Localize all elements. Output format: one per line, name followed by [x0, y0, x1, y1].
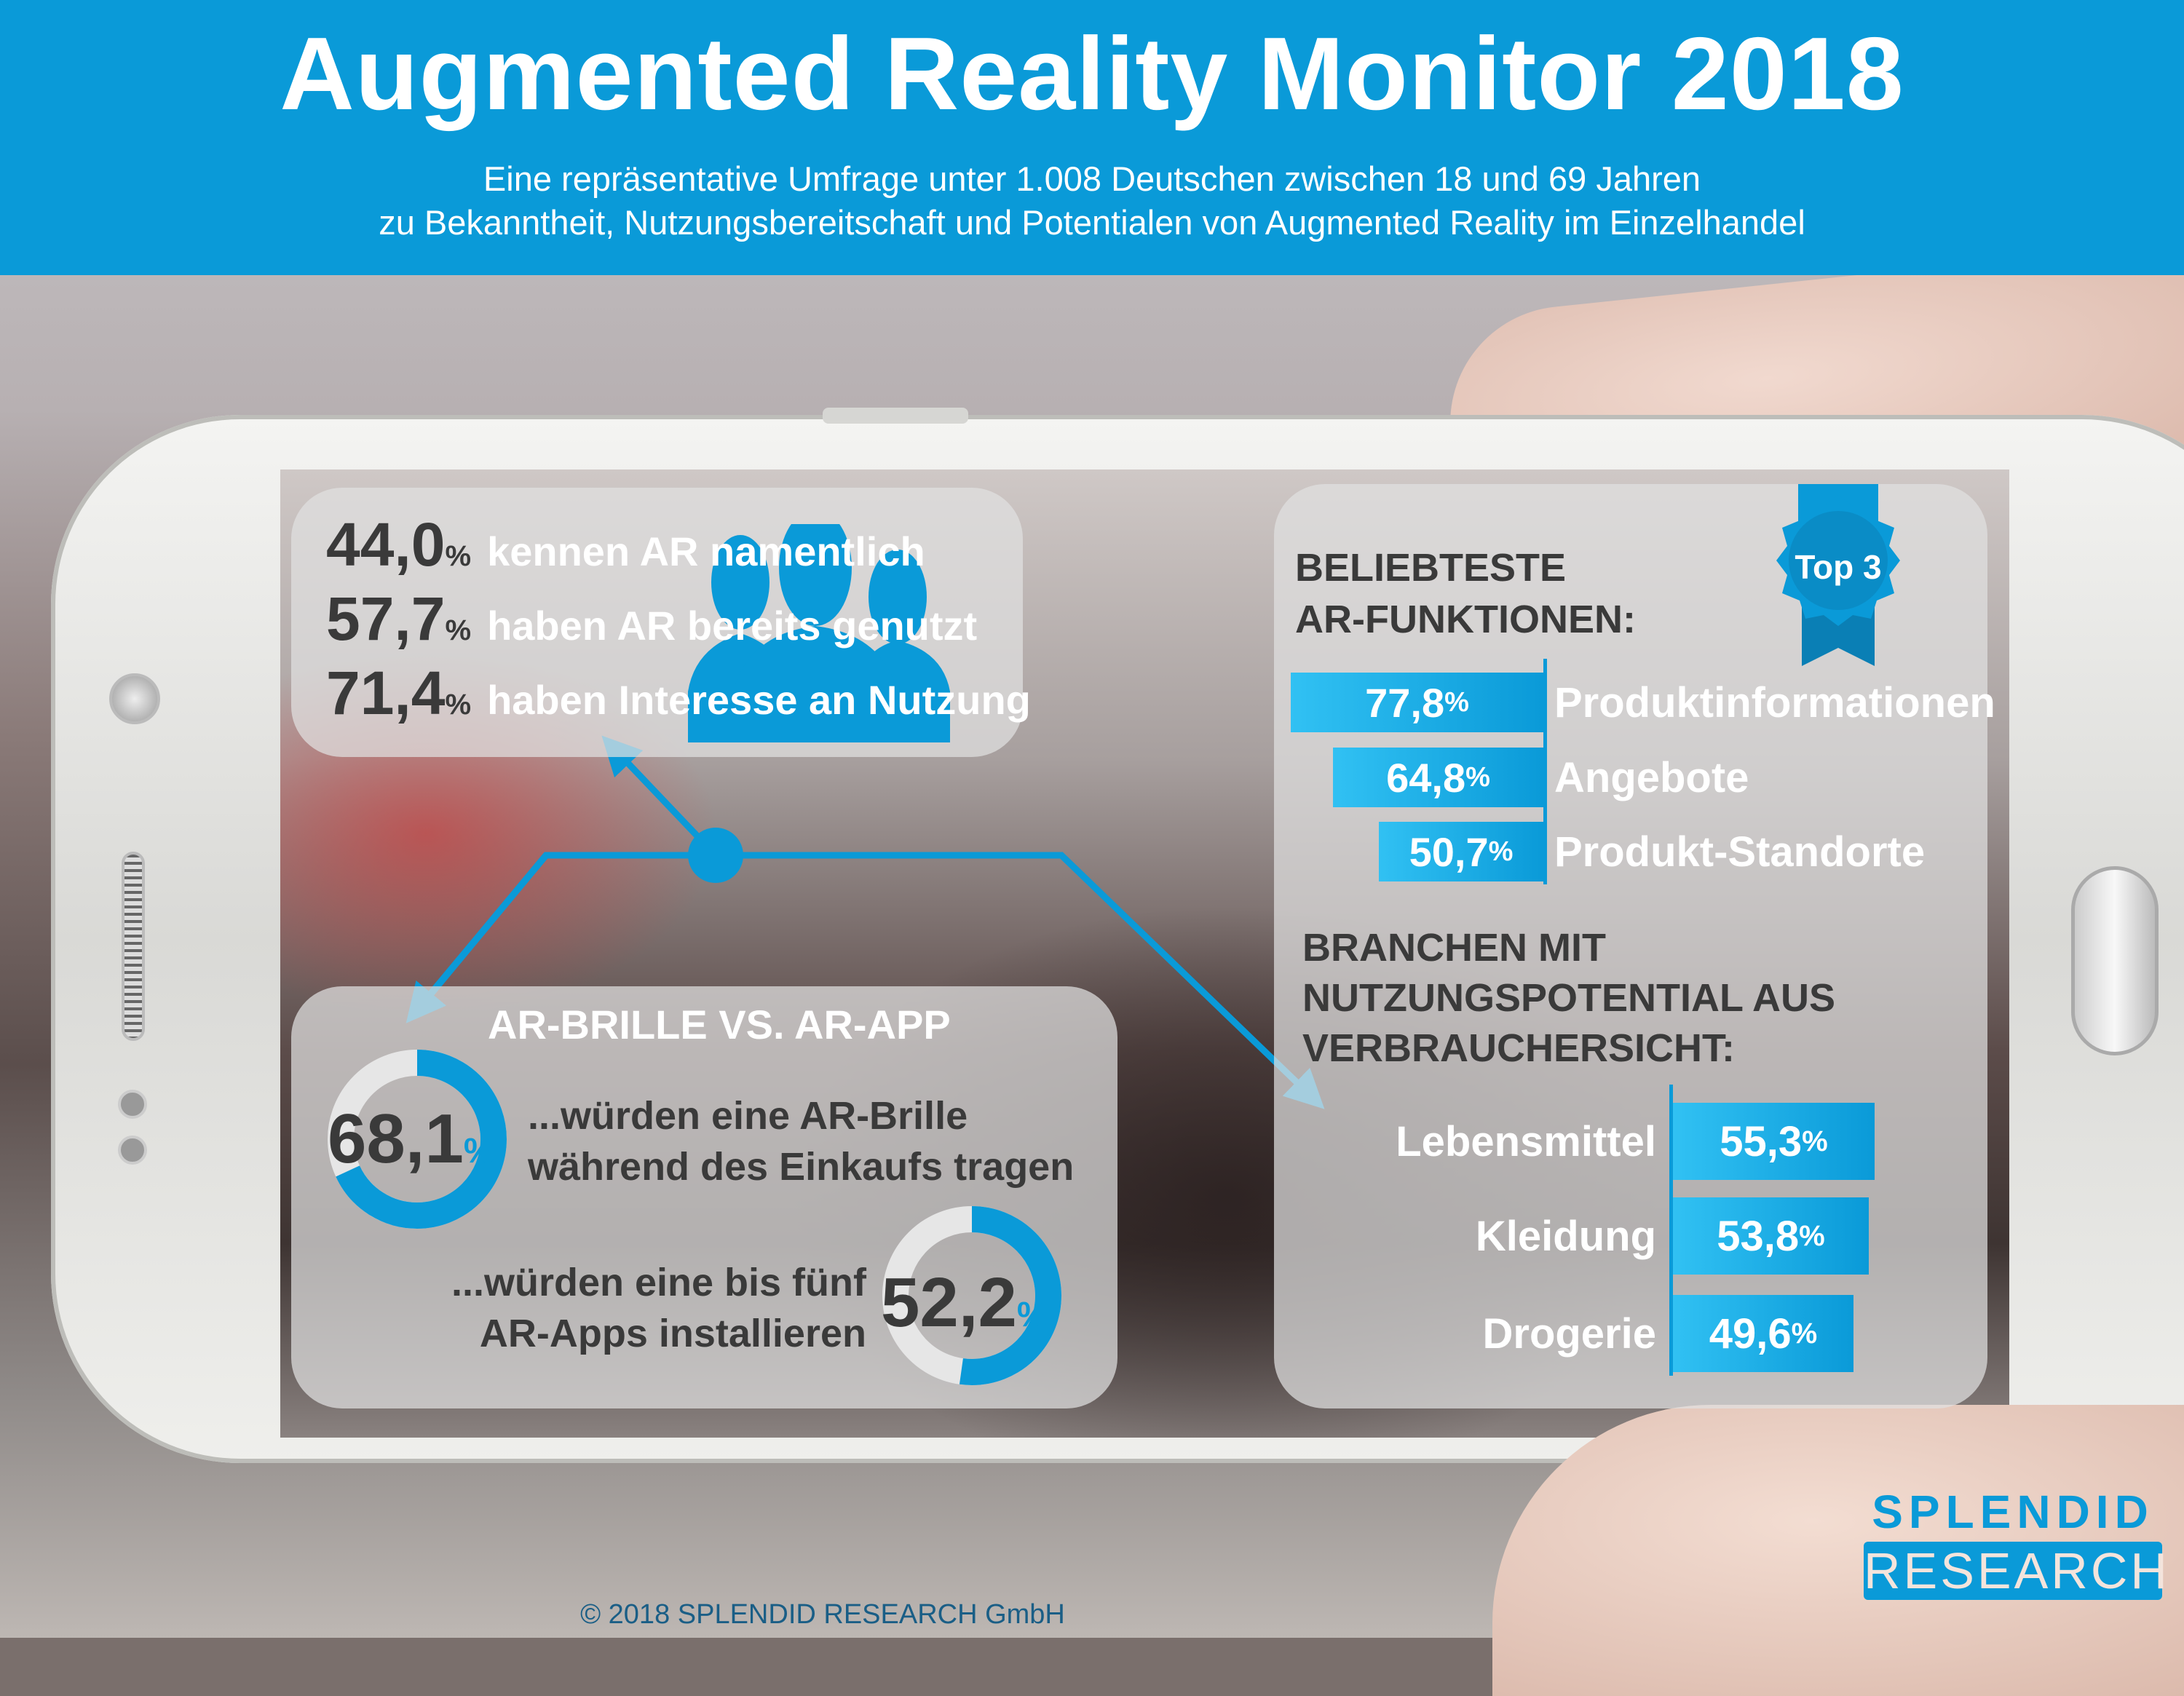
function-label: Produktinformationen [1554, 679, 1995, 726]
stat-value: 57,7 [326, 585, 446, 653]
header-banner [0, 0, 2184, 275]
camera-icon [109, 673, 160, 724]
bar-unit: % [1799, 1219, 1825, 1252]
subtitle-line-1: Eine repräsentative Umfrage unter 1.008 … [483, 159, 1701, 198]
branch-bar: 53,8% [1673, 1197, 1869, 1275]
stat-label: kennen AR namentlich [487, 528, 925, 574]
logo-line-2: RESEARCH [1864, 1542, 2170, 1600]
bar-unit: % [1802, 1125, 1828, 1157]
glasses-value: 68,1 [328, 1100, 464, 1178]
page-title: Augmented Reality Monitor 2018 [280, 16, 1904, 132]
branches-title-line-1: BRANCHEN MIT [1302, 926, 1606, 970]
copyright: © 2018 SPLENDID RESEARCH GmbH [580, 1599, 1065, 1630]
bar-unit: % [1791, 1317, 1818, 1350]
branch-label: Lebensmittel [1396, 1118, 1656, 1165]
glasses-unit: % [463, 1132, 495, 1170]
stat-unit: % [445, 540, 472, 572]
bar-unit: % [1444, 686, 1469, 718]
logo-line-1: SPLENDID [1872, 1486, 2154, 1538]
bar-value: 64,8 [1386, 754, 1466, 801]
apps-donut [882, 1206, 1061, 1385]
branches-axis [1669, 1085, 1673, 1376]
stat-unit: % [445, 689, 472, 721]
bar-value: 53,8 [1717, 1212, 1800, 1260]
connector-lines [405, 735, 1325, 1109]
apps-line-2: AR-Apps installieren [479, 1312, 866, 1355]
stat-row: 44,0% kennen AR namentlich [326, 510, 1054, 584]
speaker-grille [122, 852, 145, 1041]
branches-title: BRANCHEN MIT NUTZUNGSPOTENTIAL AUS VERBRAU… [1302, 923, 1835, 1074]
apps-percent: 52,2% [881, 1263, 1048, 1343]
glasses-line-2: während des Einkaufs tragen [528, 1145, 1075, 1189]
people-group-icon [688, 524, 950, 742]
bar-value: 77,8 [1365, 679, 1445, 726]
glasses-line-1: ...würden eine AR-Brille [528, 1094, 968, 1138]
stat-label: haben AR bereits genutzt [487, 603, 978, 649]
donut-fill [882, 1206, 1061, 1385]
bar-unit: % [1488, 836, 1514, 867]
functions-title: BELIEBTESTE AR-FUNKTIONEN: [1295, 542, 1636, 646]
stat-row: 71,4% haben Interesse an Nutzung [326, 658, 1054, 732]
bar-unit: % [1465, 761, 1490, 793]
function-bar: 50,7% [1379, 822, 1543, 881]
donut-fill [328, 1050, 507, 1229]
branch-bar: 49,6% [1673, 1295, 1853, 1372]
top3-badge-label: Top 3 [1795, 548, 1882, 586]
home-button [2071, 866, 2159, 1055]
stat-value: 44,0 [326, 510, 446, 579]
sensor-dot [118, 1090, 147, 1119]
branches-title-line-3: VERBRAUCHERSICHT: [1302, 1026, 1736, 1070]
bar-value: 50,7 [1409, 828, 1489, 875]
functions-title-line-2: AR-FUNKTIONEN: [1295, 598, 1636, 641]
glasses-percent: 68,1% [328, 1099, 495, 1179]
phone-side-button [823, 408, 968, 424]
glasses-text: ...würden eine AR-Brille während des Eink… [528, 1090, 1074, 1192]
stat-label: haben Interesse an Nutzung [487, 677, 1031, 723]
glasses-donut [328, 1050, 507, 1229]
branch-label: Drogerie [1482, 1310, 1656, 1358]
stat-value: 71,4 [326, 659, 446, 727]
top3-badge-icon [1776, 484, 1900, 666]
apps-value: 52,2 [881, 1264, 1017, 1342]
stat-unit: % [445, 614, 472, 646]
function-bar: 77,8% [1291, 673, 1543, 732]
function-bar: 64,8% [1333, 748, 1543, 807]
branch-bar: 55,3% [1673, 1103, 1875, 1180]
functions-axis [1543, 659, 1547, 884]
branch-label: Kleidung [1475, 1213, 1656, 1260]
apps-text: ...würden eine bis fünf AR-Apps installie… [364, 1257, 866, 1359]
subtitle-line-2: zu Bekanntheit, Nutzungsbereitschaft und… [379, 203, 1805, 242]
awareness-stats: 44,0% kennen AR namentlich 57,7% haben AR … [326, 510, 1054, 732]
function-label: Produkt-Standorte [1554, 828, 1926, 876]
stat-row: 57,7% haben AR bereits genutzt [326, 584, 1054, 658]
bar-value: 55,3 [1720, 1117, 1803, 1165]
functions-title-line-1: BELIEBTESTE [1295, 546, 1567, 590]
sensor-dot [118, 1136, 147, 1165]
apps-unit: % [1016, 1296, 1048, 1334]
apps-line-1: ...würden eine bis fünf [451, 1261, 866, 1304]
bar-value: 49,6 [1709, 1309, 1792, 1358]
splendid-research-logo: SPLENDID RESEARCH [1864, 1485, 2170, 1600]
function-label: Angebote [1554, 754, 1749, 801]
branches-title-line-2: NUTZUNGSPOTENTIAL AUS [1302, 976, 1836, 1020]
glasses-vs-app-title: AR-BRILLE VS. AR-APP [488, 1002, 951, 1047]
